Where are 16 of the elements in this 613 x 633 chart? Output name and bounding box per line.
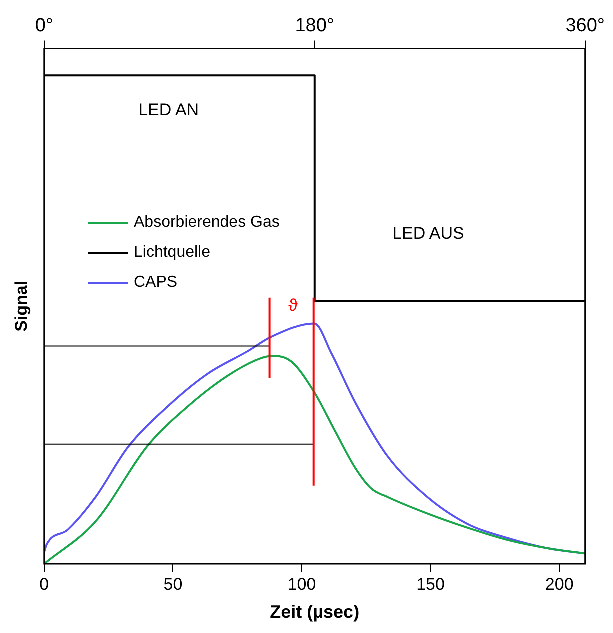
legend-label: CAPS: [134, 274, 178, 292]
y-axis-title: Signal: [12, 280, 31, 332]
x2-tick-label: 360°: [566, 16, 606, 37]
x2-tick-label: 180°: [295, 16, 335, 37]
x-tick-label: 100: [288, 574, 316, 594]
legend-label: Absorbierendes Gas: [134, 214, 280, 232]
annotation: LED AN: [138, 100, 200, 120]
legend-label: Lichtquelle: [134, 244, 210, 262]
annotation: LED AUS: [392, 224, 464, 243]
x-tick-label: 0: [40, 574, 50, 594]
x-tick-label: 50: [164, 574, 183, 594]
annotation: ϑ: [288, 296, 299, 316]
x-tick-label: 150: [416, 574, 445, 594]
x-tick-label: 200: [545, 574, 574, 594]
x-axis-title: Zeit (µsec): [270, 602, 360, 622]
x2-tick-label: 0°: [35, 16, 54, 37]
